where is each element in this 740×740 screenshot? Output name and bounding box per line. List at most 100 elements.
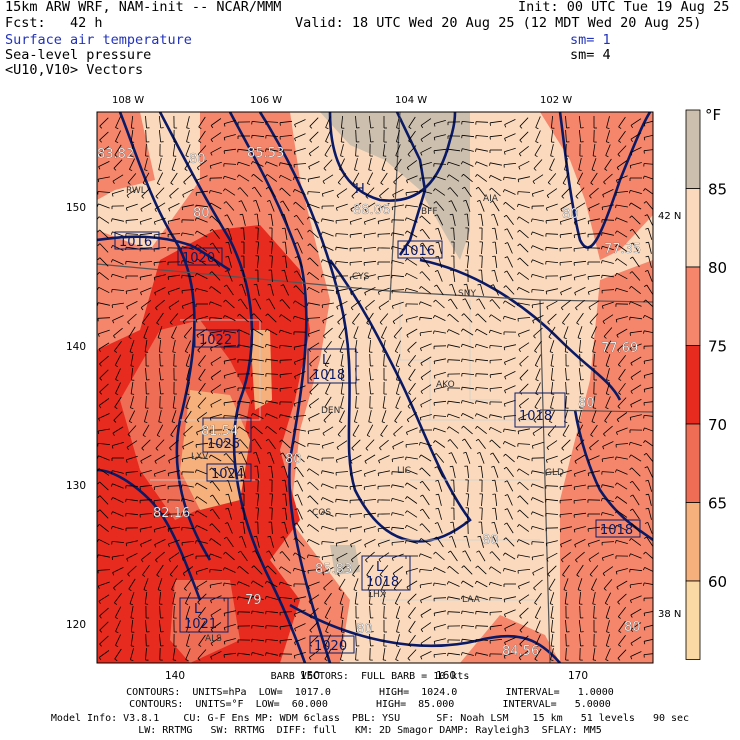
wind-barb [451,452,457,464]
wind-barb [196,427,208,433]
wind-barb [142,312,150,324]
wind-barb [393,327,403,337]
wind-barb [603,173,613,183]
wind-barb-flag [381,169,386,172]
pressure-label: 1018 [312,368,345,383]
wind-barb [617,397,627,407]
wind-barb-flag [643,641,646,645]
wind-barb-flag [391,260,393,264]
wind-barb-flag [559,473,562,477]
pressure-label: 1020 [314,639,347,654]
wind-barb-flag [547,434,551,437]
wind-barb-flag [125,543,128,547]
wind-barb-flag [645,241,649,244]
wind-barb [281,551,291,561]
wind-barb-flag [643,299,646,303]
wind-barb [647,228,653,240]
wind-barb-flag [433,361,436,365]
wind-barb-flag [643,375,646,379]
wind-barb-flag [419,417,422,421]
wind-barb [171,410,177,422]
wind-barb-flag [157,183,161,186]
wind-barb [550,606,554,618]
wind-barb-flag [614,217,617,221]
wind-barb-flag [617,658,621,661]
wind-barb [308,286,320,294]
wind-barb [436,214,444,226]
wind-barb [227,228,233,240]
wind-barb [210,384,222,392]
wind-barb-flag [309,139,313,143]
wind-barb-flag [306,287,309,291]
wind-barb [532,274,544,278]
wind-barb [145,143,147,157]
wind-barb [436,536,444,548]
wind-barb-flag [503,655,506,659]
wind-barb-flag [223,613,226,617]
wind-barb-flag [265,596,267,600]
wind-barb [325,130,331,142]
wind-barb-flag [325,645,329,648]
wind-barb [533,159,543,169]
wind-barb [98,329,110,335]
wind-barb [169,439,179,449]
wind-barb [450,298,458,310]
wind-barb [294,400,306,404]
wind-barb [602,314,614,322]
wind-barb-flag [171,589,175,592]
wind-barb [478,438,486,450]
wind-barb [226,536,234,548]
wind-barb-flag [127,573,130,577]
wind-barb-flag [530,245,533,249]
wind-barb [406,568,418,572]
wind-barb [535,620,541,632]
wind-barb [281,187,291,197]
wind-barb [115,116,121,128]
wind-barb-flag [198,392,202,395]
wind-barb [112,218,124,222]
wind-barb [506,466,514,478]
wind-barb-flag [532,432,535,437]
wind-barb-flag [209,480,213,484]
wind-barb-flag [420,139,423,143]
wind-barb-flag [97,524,100,527]
wind-barb-flag [140,307,144,311]
wind-barb [309,495,319,505]
legend-label: 75 [708,338,727,356]
wind-barb [406,524,418,532]
wind-barb [252,400,264,404]
wind-barb [466,241,470,255]
wind-barb-flag [222,567,225,571]
wind-barb [616,524,628,532]
wind-barb [238,161,250,167]
wind-barb [252,358,264,362]
wind-barb [477,565,487,575]
wind-barb [380,424,388,436]
wind-barb [494,241,498,255]
wind-barb [322,273,334,279]
wind-barb-flag [307,272,310,275]
wind-barb-flag [602,194,605,198]
wind-barb [364,287,376,293]
wind-barb-flag [126,195,130,199]
wind-barb-flag [604,420,608,423]
wind-barb-flag [130,407,134,409]
wind-barb [336,498,348,502]
wind-barb [480,536,484,548]
wind-barb [211,229,221,239]
wind-barb [308,413,320,419]
wind-barb [322,189,334,195]
grid-y-labels: 150 140 130 120 [66,202,86,631]
wind-barb [294,428,306,432]
wind-barb [605,382,611,394]
wind-barb-flag [475,565,478,569]
wind-barb-flag [531,193,534,197]
wind-barb [379,439,389,449]
wind-barb [602,512,614,516]
wind-barb-flag [475,400,477,404]
wind-barb [241,284,247,296]
temp-label: 80 [562,207,579,222]
wind-barb [337,565,347,575]
wind-barb [349,247,363,249]
wind-barb [99,117,109,127]
